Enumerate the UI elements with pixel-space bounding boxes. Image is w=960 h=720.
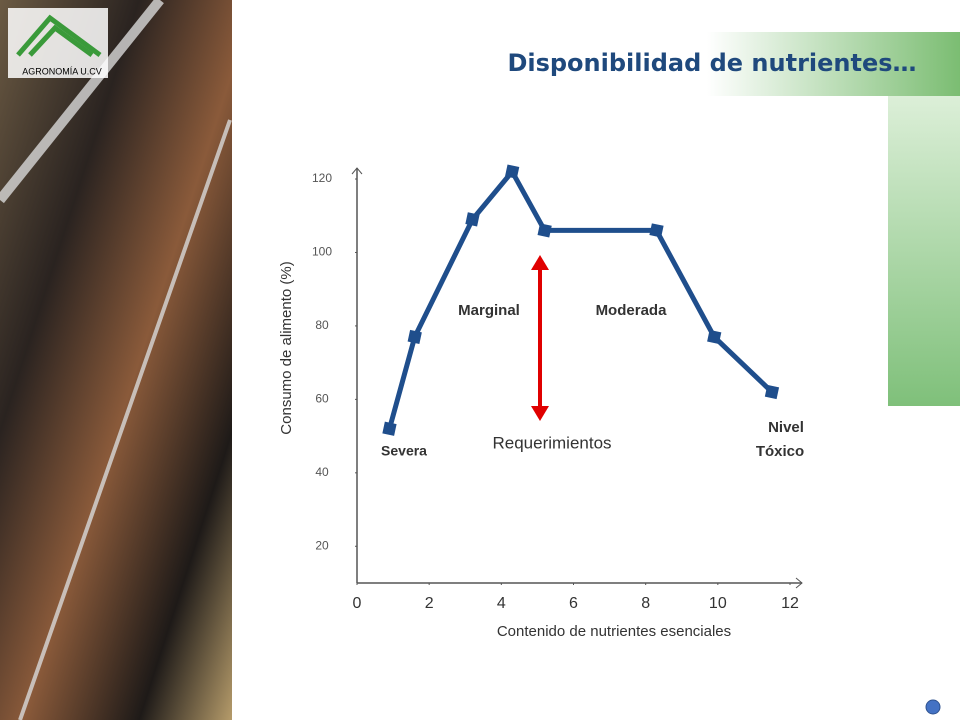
annotation: Moderada: [596, 302, 668, 319]
data-line: [387, 169, 774, 430]
x-tick-label: 4: [497, 595, 506, 612]
x-tick-label: 2: [425, 595, 434, 612]
annotation: Requerimientos: [492, 433, 611, 452]
annotation: Nivel: [768, 419, 804, 436]
data-point: [764, 384, 780, 400]
annotation: Marginal: [458, 302, 520, 319]
data-point: [382, 421, 397, 436]
side-band: [888, 96, 960, 406]
x-tick-label: 0: [353, 595, 362, 612]
y-axis-arrow: [351, 167, 363, 175]
x-tick-label: 8: [641, 595, 650, 612]
logo-bg: [8, 8, 108, 78]
logo-text: AGRONOMÍA U.CV: [22, 66, 102, 76]
y-tick-label: 20: [315, 538, 329, 552]
x-tick-label: 12: [781, 595, 799, 612]
data-point: [407, 329, 422, 345]
x-axis-arrow: [795, 577, 803, 589]
annotation: Severa: [381, 443, 427, 459]
slide-title: Disponibilidad de nutrientes…: [507, 49, 916, 77]
y-tick-label: 80: [315, 318, 329, 332]
annotation: Tóxico: [756, 443, 804, 460]
title-band: [500, 32, 960, 96]
logo: [16, 14, 102, 58]
data-point: [707, 329, 722, 345]
data-point: [465, 212, 480, 227]
x-tick-label: 6: [569, 595, 578, 612]
data-point: [649, 223, 664, 238]
y-axis-label: Consumo de alimento (%): [278, 261, 295, 434]
nav-dot[interactable]: [925, 699, 941, 715]
x-tick-label: 10: [709, 595, 727, 612]
fence: [0, 0, 232, 720]
y-tick-label: 40: [315, 465, 329, 479]
data-point: [537, 223, 552, 238]
data-point: [505, 164, 520, 179]
chart: 20 40 60 80 100 120 0 2 4 6 8 10 12 Contenido de nutr…: [278, 164, 804, 640]
y-tick-label: 60: [315, 392, 329, 406]
y-tick-label: 100: [312, 245, 332, 259]
requirement-arrow: [531, 255, 549, 421]
y-tick-label: 120: [312, 171, 332, 185]
x-axis-label: Contenido de nutrientes esenciales: [497, 623, 731, 640]
photo: [0, 0, 232, 720]
